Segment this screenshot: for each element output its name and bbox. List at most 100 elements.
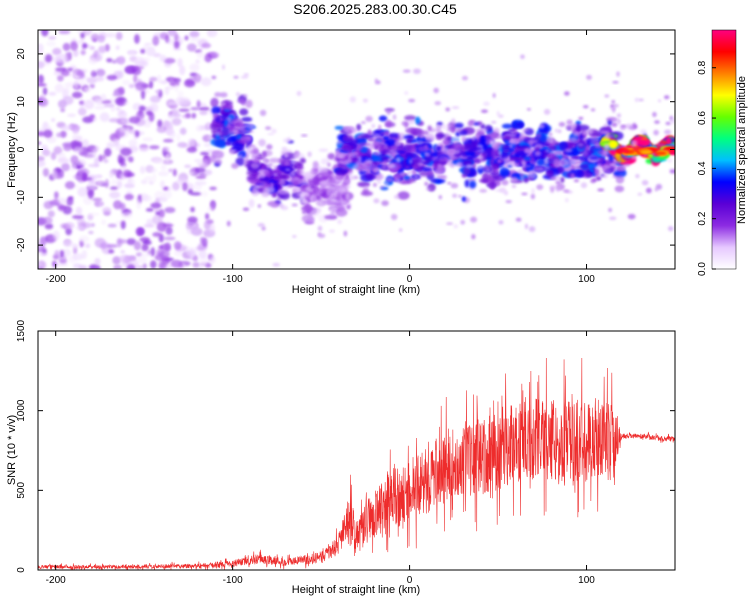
- heatmap-cell: [189, 76, 198, 81]
- heatmap-cell: [214, 158, 223, 166]
- heatmap-cell: [115, 32, 123, 41]
- heatmap-cell: [44, 223, 54, 230]
- heatmap-cell: [163, 236, 176, 241]
- heatmap-cell: [451, 106, 460, 109]
- heatmap-cell: [135, 81, 148, 91]
- heatmap-cell: [451, 141, 462, 150]
- heatmap-cell: [87, 189, 94, 200]
- heatmap-cell: [463, 142, 476, 150]
- heatmap-cell: [296, 90, 302, 96]
- heatmap-cell: [150, 168, 158, 173]
- heatmap-cell: [88, 57, 98, 65]
- heatmap-cell: [424, 144, 428, 149]
- heatmap-cell: [384, 130, 390, 137]
- heatmap-cell: [384, 138, 396, 146]
- heatmap-cell: [159, 79, 168, 85]
- heatmap-cell: [441, 146, 449, 153]
- heatmap-cell: [528, 226, 536, 233]
- heatmap-cell: [104, 178, 109, 189]
- heatmap-cell: [141, 243, 149, 252]
- heatmap-cell: [290, 171, 296, 177]
- heatmap-cell: [85, 30, 93, 34]
- heatmap-cell: [372, 152, 383, 156]
- spectrogram-xtick-label: -100: [223, 274, 243, 285]
- snr-series-line: [38, 357, 675, 570]
- heatmap-cell: [328, 178, 337, 183]
- heatmap-cell: [165, 128, 175, 135]
- heatmap-cell: [196, 100, 201, 109]
- heatmap-cell: [123, 169, 132, 178]
- heatmap-cell: [670, 118, 675, 124]
- heatmap-cell: [89, 212, 101, 216]
- heatmap-cell: [404, 115, 417, 121]
- heatmap-cell: [240, 75, 249, 79]
- heatmap-cell: [310, 185, 315, 189]
- heatmap-cell: [109, 169, 115, 179]
- snr-y-label: SNR (10 * v/v): [6, 415, 18, 485]
- heatmap-cell: [278, 180, 286, 185]
- heatmap-cell: [507, 128, 514, 133]
- spectrogram-y-ticks: -20 -10 0 10 20: [16, 48, 675, 252]
- heatmap-cell: [652, 111, 657, 118]
- heatmap-cell: [109, 181, 118, 185]
- snr-xtick-label: 100: [578, 575, 595, 586]
- heatmap-cell: [404, 91, 409, 95]
- heatmap-cell: [94, 145, 100, 152]
- heatmap-cell: [537, 132, 542, 138]
- heatmap-cell: [582, 149, 589, 157]
- heatmap-cell: [384, 119, 392, 128]
- heatmap-cell: [549, 176, 557, 180]
- heatmap-cell: [64, 222, 75, 230]
- heatmap-cell: [172, 168, 177, 177]
- heatmap-cell: [293, 165, 298, 169]
- heatmap-cell: [175, 96, 185, 105]
- heatmap-cell: [252, 146, 258, 153]
- heatmap-cell: [137, 265, 145, 269]
- heatmap-cell: [100, 93, 107, 102]
- heatmap-cell: [38, 61, 45, 69]
- heatmap-cell: [469, 180, 477, 189]
- heatmap-cell: [427, 183, 436, 192]
- heatmap-cell: [554, 150, 563, 156]
- heatmap-cell: [324, 214, 338, 220]
- heatmap-cell: [185, 112, 191, 119]
- heatmap-cell: [553, 158, 560, 166]
- heatmap-cell: [290, 160, 296, 165]
- heatmap-cell: [258, 138, 266, 147]
- heatmap-cell: [277, 189, 289, 196]
- heatmap-cell: [318, 148, 329, 152]
- heatmap-cell: [402, 134, 414, 140]
- heatmap-cell: [210, 201, 215, 212]
- spectrogram-x-label: Height of straight line (km): [292, 284, 420, 296]
- spectrogram-y-label: Frequency (Hz): [6, 112, 18, 188]
- heatmap-cell: [112, 92, 118, 97]
- heatmap-cell: [120, 250, 126, 254]
- heatmap-cell: [555, 185, 561, 192]
- heatmap-cell: [605, 160, 615, 164]
- heatmap-cell: [237, 25, 240, 28]
- heatmap-cell: [96, 52, 103, 62]
- heatmap-cell: [458, 129, 468, 136]
- heatmap-cell: [173, 77, 181, 83]
- heatmap-cell: [292, 235, 297, 238]
- heatmap-cell: [403, 175, 411, 180]
- heatmap-cell: [330, 211, 335, 217]
- heatmap-cell: [79, 101, 84, 105]
- heatmap-cell: [386, 109, 391, 115]
- heatmap-cell: [203, 220, 211, 230]
- heatmap-cell: [149, 95, 161, 103]
- heatmap-cell: [115, 106, 121, 112]
- heatmap-cell: [248, 198, 255, 208]
- heatmap-cell: [117, 154, 123, 164]
- colorbar: 0.0 0.2 0.4 0.6 0.8 Normalized spectral ampl…: [697, 29, 748, 276]
- heatmap-cell: [184, 35, 189, 41]
- heatmap-cell: [307, 151, 312, 158]
- heatmap-cell: [335, 154, 343, 159]
- heatmap-cell: [53, 70, 64, 76]
- heatmap-cell: [614, 185, 625, 193]
- heatmap-cell: [526, 108, 531, 111]
- heatmap-cell: [267, 186, 275, 194]
- heatmap-cell: [565, 198, 569, 203]
- heatmap-cell: [143, 176, 154, 181]
- heatmap-cell: [423, 167, 432, 172]
